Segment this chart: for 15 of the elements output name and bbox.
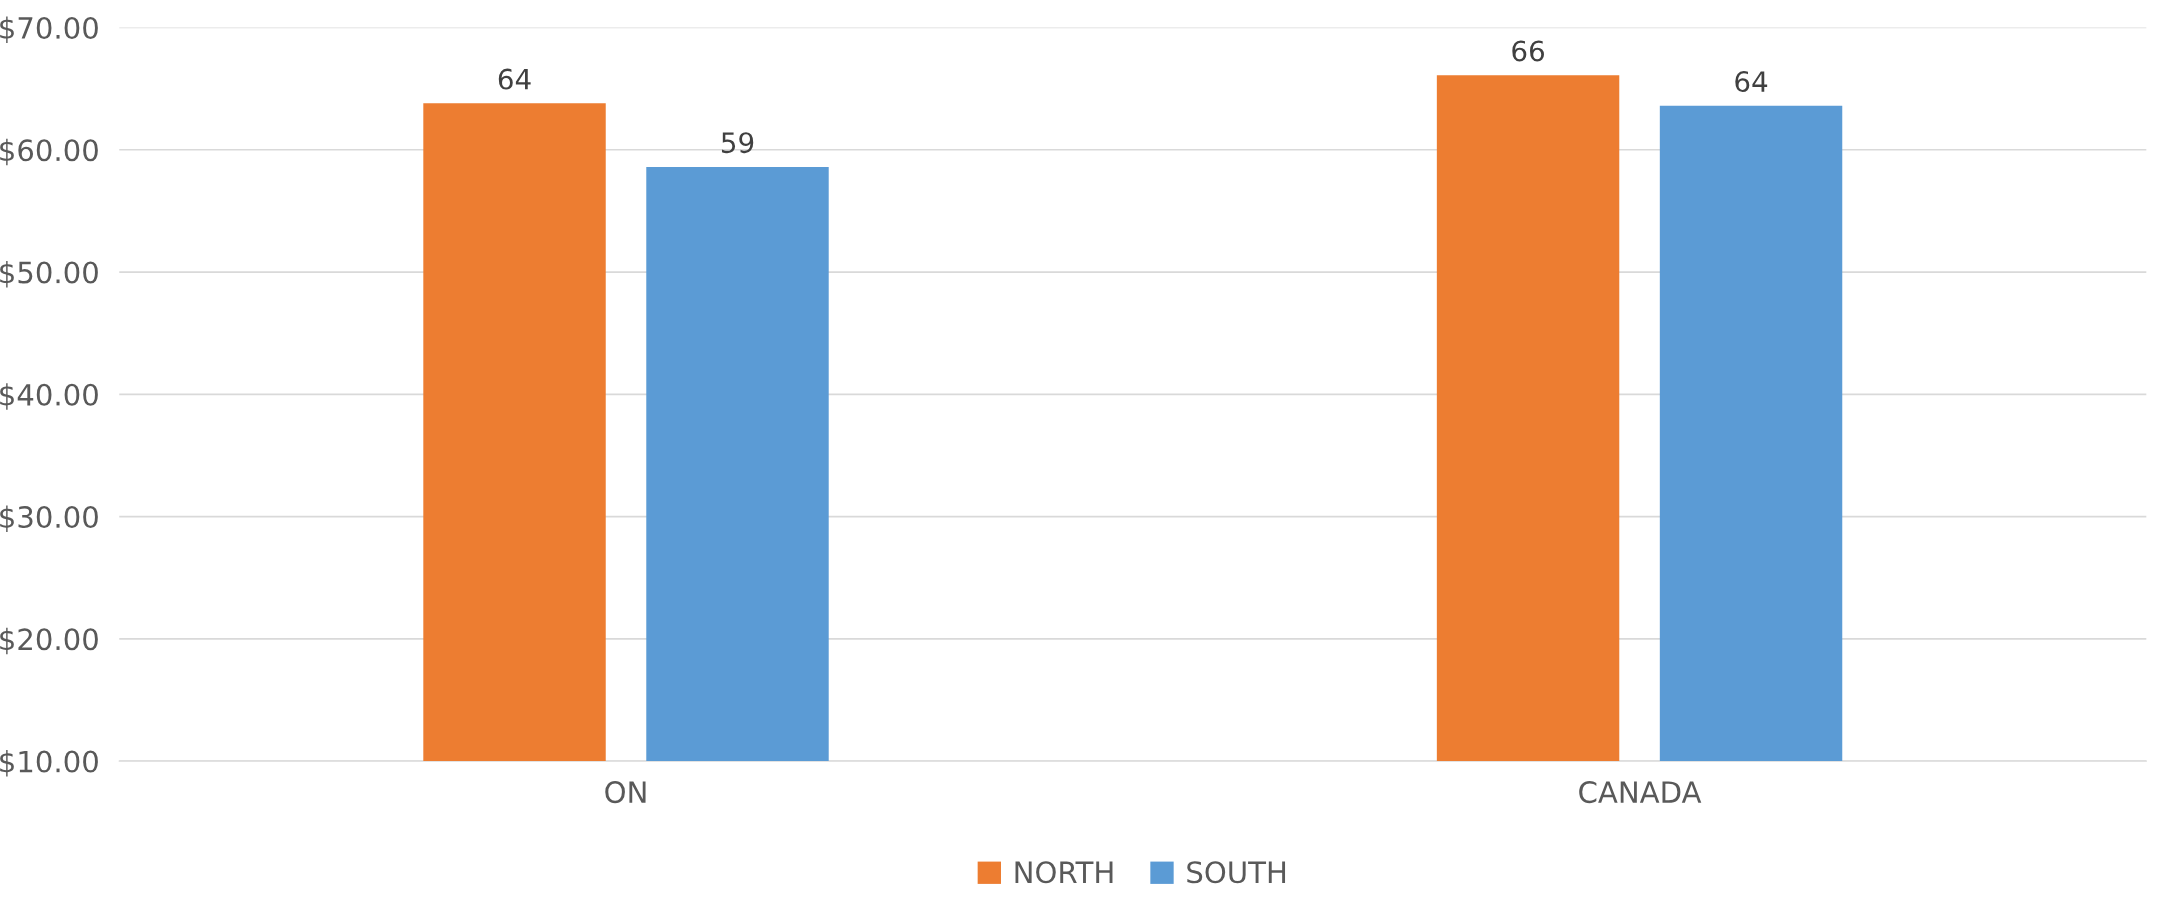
- y-tick-label: $50.00: [0, 260, 98, 288]
- y-tick-label: $40.00: [0, 383, 98, 410]
- x-tick-label: ON: [605, 781, 646, 804]
- y-tick-label: $70.00: [0, 16, 98, 43]
- data-label: 59: [721, 132, 754, 154]
- y-tick-label: $60.00: [0, 138, 98, 166]
- data-label: 66: [1512, 40, 1544, 62]
- y-tick-label: $10.00: [0, 750, 98, 777]
- x-tick-label: CANADA: [1579, 781, 1702, 804]
- legend-label: NORTH: [1015, 861, 1113, 884]
- data-label: 64: [498, 68, 531, 90]
- legend-label: SOUTH: [1187, 861, 1286, 884]
- data-label: 64: [1735, 71, 1768, 93]
- y-tick-label: $20.00: [0, 627, 98, 655]
- y-tick-label: $30.00: [0, 505, 98, 532]
